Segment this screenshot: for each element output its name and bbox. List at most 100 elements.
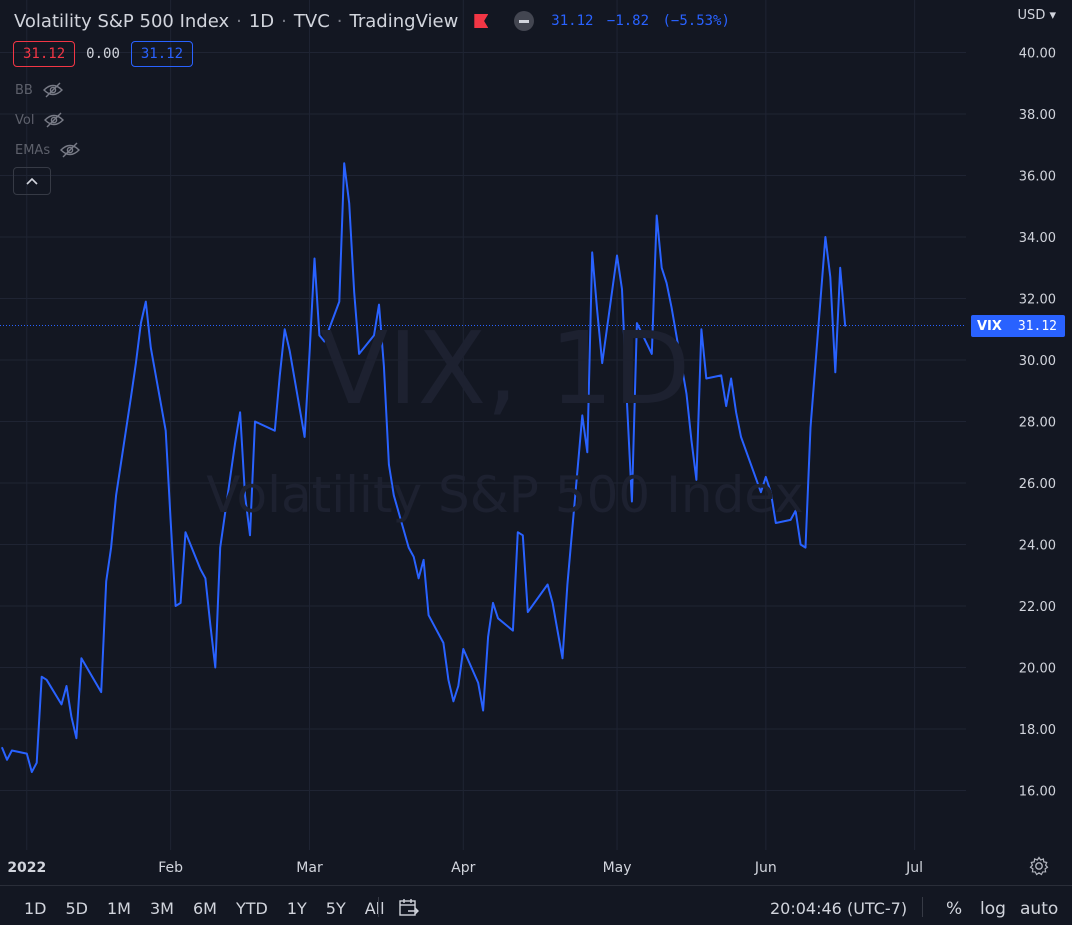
- percent-scale-toggle[interactable]: %: [946, 899, 963, 919]
- data-point: [1, 746, 3, 749]
- price-chart[interactable]: 40.00 38.00 36.00 34.00 32.00 30.00 28.00 26.00…: [0, 0, 1072, 885]
- divider: [378, 897, 379, 917]
- range-5d-button[interactable]: 5D: [65, 899, 89, 918]
- indicator-bb[interactable]: BB: [15, 82, 63, 98]
- data-point: [770, 491, 772, 493]
- range-1d-button[interactable]: 1D: [24, 899, 47, 918]
- range-buttons: 1D 5D 1M 3M 6M YTD 1Y 5Y All: [24, 899, 404, 918]
- data-point: [214, 666, 216, 669]
- data-point: [651, 353, 653, 355]
- symbol-name[interactable]: Volatility S&P 500 Index: [14, 10, 230, 32]
- y-tick-label: 20.00: [1019, 662, 1056, 677]
- data-point: [26, 753, 28, 755]
- calendar-goto-icon[interactable]: [398, 898, 420, 918]
- data-point: [482, 709, 484, 712]
- data-point: [373, 334, 375, 336]
- x-tick-label: Apr: [451, 860, 475, 876]
- data-point: [150, 347, 152, 349]
- data-point: [775, 522, 777, 524]
- flag-icon[interactable]: [474, 14, 489, 28]
- spread-value: 0.00: [86, 46, 120, 62]
- data-point: [616, 254, 618, 257]
- data-point: [418, 577, 420, 579]
- x-tick-label: Jun: [754, 860, 777, 876]
- data-point: [65, 685, 68, 687]
- y-tick-label: 36.00: [1019, 170, 1056, 185]
- data-point: [497, 617, 499, 619]
- x-tick-label: Mar: [296, 860, 323, 876]
- data-point: [740, 436, 742, 438]
- data-point: [80, 657, 82, 659]
- currency-selector[interactable]: USD ▾: [1018, 8, 1056, 23]
- buy-button[interactable]: 31.12: [130, 41, 194, 67]
- market-closed-icon[interactable]: [514, 11, 535, 31]
- auto-scale-toggle[interactable]: auto: [1020, 899, 1059, 919]
- data-point: [720, 374, 722, 376]
- data-point: [591, 251, 593, 253]
- data-point: [447, 679, 449, 681]
- range-1m-button[interactable]: 1M: [107, 899, 131, 918]
- x-tick-label: 2022: [7, 860, 46, 876]
- indicator-vol[interactable]: Vol: [15, 112, 65, 128]
- data-point: [690, 439, 693, 441]
- data-point: [31, 771, 33, 773]
- series-line: [1, 162, 847, 773]
- eye-hidden-icon[interactable]: [44, 112, 65, 128]
- data-point: [512, 630, 514, 632]
- data-point: [353, 291, 355, 293]
- data-point: [457, 685, 459, 687]
- exchange-label: TVC: [293, 10, 330, 32]
- price-change-percent: (−5.53%): [662, 13, 730, 29]
- y-tick-label: 24.00: [1019, 539, 1056, 554]
- range-all-button[interactable]: All: [364, 899, 385, 918]
- data-point: [358, 353, 360, 355]
- data-point: [105, 580, 107, 583]
- range-3m-button[interactable]: 3M: [149, 899, 174, 918]
- data-point: [343, 162, 345, 164]
- collapse-indicators-button[interactable]: [13, 167, 51, 195]
- clock-time[interactable]: 20:04:46 (UTC-7): [770, 899, 908, 918]
- data-point: [41, 676, 43, 678]
- data-point: [175, 605, 177, 607]
- gear-icon[interactable]: [1029, 856, 1049, 876]
- data-point: [199, 568, 201, 570]
- data-point: [234, 442, 236, 444]
- y-tick-label: 18.00: [1019, 723, 1056, 738]
- indicator-emas[interactable]: EMAs: [15, 142, 81, 158]
- range-ytd-button[interactable]: YTD: [235, 899, 268, 918]
- data-point: [75, 737, 77, 739]
- data-point: [685, 393, 688, 395]
- range-6m-button[interactable]: 6M: [192, 899, 217, 918]
- symbol-header[interactable]: Volatility S&P 500 Index · 1D · TVC · Tr…: [14, 8, 730, 34]
- data-point: [561, 657, 564, 659]
- data-point: [566, 583, 569, 586]
- data-point: [303, 436, 306, 438]
- data-point: [492, 602, 494, 604]
- chevron-down-icon: ▾: [1045, 8, 1056, 23]
- data-point: [289, 350, 291, 352]
- range-5y-button[interactable]: 5Y: [325, 899, 346, 918]
- separator-dot: ·: [281, 10, 287, 32]
- data-point: [110, 546, 112, 549]
- range-1y-button[interactable]: 1Y: [286, 899, 307, 918]
- data-point: [135, 362, 137, 364]
- y-tick-label: 40.00: [1019, 47, 1056, 62]
- eye-hidden-icon[interactable]: [60, 142, 81, 158]
- sell-button[interactable]: 31.12: [13, 41, 76, 67]
- data-point: [700, 328, 702, 330]
- data-point: [427, 614, 430, 616]
- eye-hidden-icon[interactable]: [42, 82, 63, 98]
- data-point: [413, 556, 415, 558]
- y-tick-label: 30.00: [1019, 354, 1056, 369]
- indicator-label: BB: [15, 82, 33, 98]
- data-point: [165, 430, 167, 432]
- data-point: [844, 325, 846, 327]
- data-point: [462, 648, 464, 650]
- data-point: [834, 371, 836, 373]
- y-tick-label: 32.00: [1019, 293, 1056, 308]
- data-point: [284, 328, 286, 330]
- data-point: [388, 463, 390, 466]
- log-scale-toggle[interactable]: log: [980, 899, 1006, 919]
- data-point: [730, 377, 732, 380]
- interval-label[interactable]: 1D: [248, 10, 275, 32]
